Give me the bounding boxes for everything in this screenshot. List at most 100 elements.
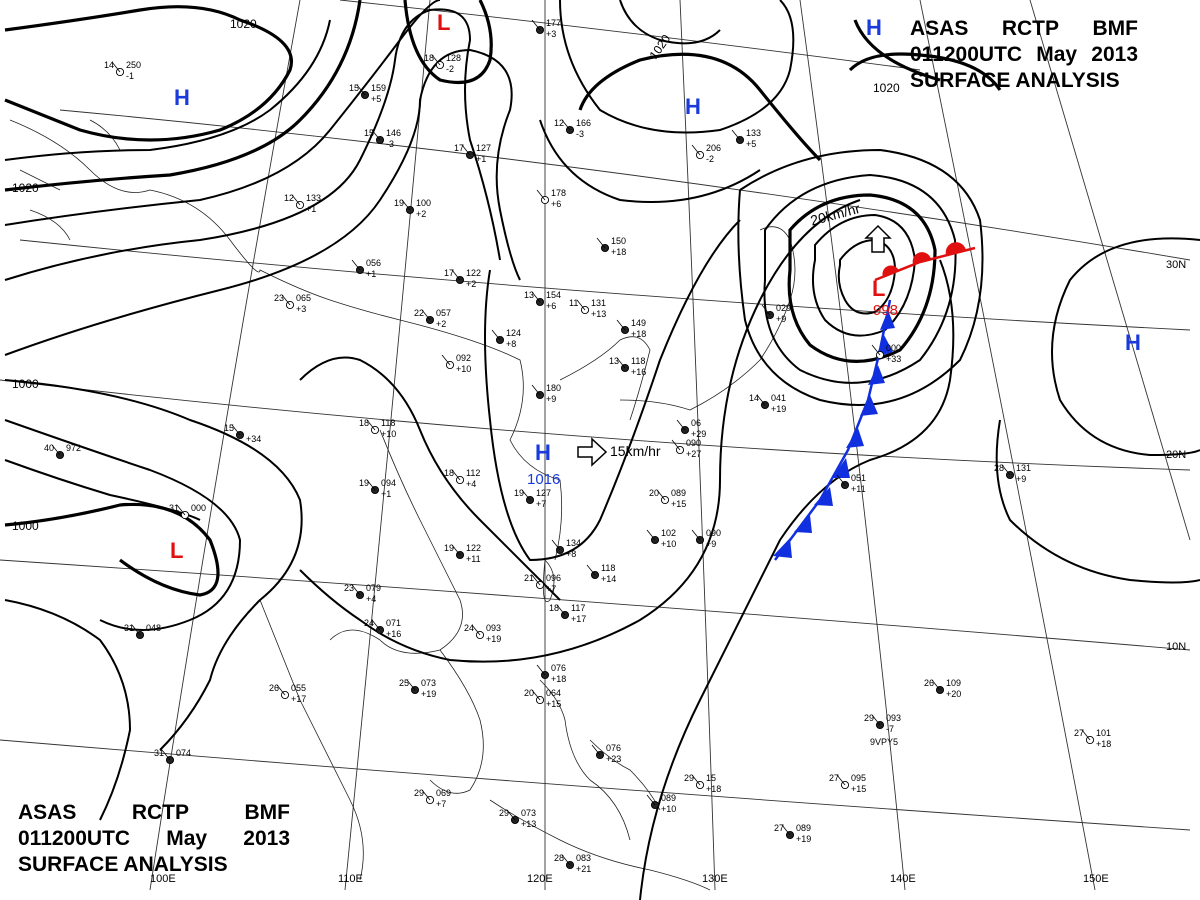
station-pressure: 095 xyxy=(851,773,866,783)
wind-barb-icon xyxy=(836,774,846,786)
wind-barb-icon xyxy=(401,199,411,211)
title-agency: ASAS xyxy=(18,801,77,824)
station-plot: 26 055+17 xyxy=(269,683,306,704)
station-plot: 14 041+19 xyxy=(749,393,786,414)
station-pressure: 118 xyxy=(601,563,615,573)
wind-barb-icon xyxy=(646,529,656,541)
station-pressure: 074 xyxy=(176,748,191,758)
station-plot: 12 133+1 xyxy=(284,193,321,214)
wind-barb-icon xyxy=(421,789,431,801)
station-pressure-tendency: -1 xyxy=(126,71,134,81)
wind-barb-icon xyxy=(561,119,571,131)
station-pressure-tendency: +1 xyxy=(366,269,376,279)
station-temperature: 15 xyxy=(349,83,359,93)
wind-barb-icon xyxy=(676,419,686,431)
station-pressure: 076 xyxy=(606,743,621,753)
station-plot: 14 250-1 xyxy=(104,60,141,81)
station-pressure-tendency: +7 xyxy=(546,584,556,594)
station-plot: 27 095+15 xyxy=(829,773,866,794)
station-pressure: 089 xyxy=(671,488,686,498)
station-pressure: 083 xyxy=(576,853,591,863)
wind-barb-icon xyxy=(491,329,501,341)
station-pressure-tendency: +18 xyxy=(706,784,721,794)
station-pressure-tendency: +8 xyxy=(506,339,516,349)
wind-barb-icon xyxy=(521,489,531,501)
station-plot: 15 +34 xyxy=(224,423,261,444)
isobar-label: 1020 xyxy=(230,17,257,31)
warm-front xyxy=(874,242,976,282)
station-pressure-tendency: +1 xyxy=(306,204,316,214)
station-plot: 177+3 xyxy=(531,18,561,39)
station-pressure: 177 xyxy=(546,18,561,28)
station-pressure-tendency: +19 xyxy=(486,634,501,644)
station-plot: 090+9 xyxy=(691,528,721,549)
wind-barb-icon xyxy=(646,794,656,806)
wind-barb-icon xyxy=(291,194,301,206)
station-pressure-tendency: +13 xyxy=(521,819,536,829)
station-plot: 15 146-3 xyxy=(364,128,401,149)
wind-barb-icon xyxy=(691,144,701,156)
station-temperature: 31 xyxy=(169,503,179,513)
station-temperature: 13 xyxy=(524,290,534,300)
longitude-label: 140E xyxy=(890,873,916,885)
station-plot: 206-2 xyxy=(691,143,721,164)
station-plot: 29 15+18 xyxy=(684,773,721,794)
station-plot: 18 112+4 xyxy=(444,468,480,489)
station-temperature: 29 xyxy=(684,773,694,783)
station-pressure-tendency: +16 xyxy=(386,629,401,639)
wind-barb-icon xyxy=(616,319,626,331)
station-pressure: 122 xyxy=(466,543,481,553)
latitude-label: 20N xyxy=(1166,449,1186,461)
station-plot: 25 073+19 xyxy=(399,678,436,699)
station-pressure: 127 xyxy=(536,488,551,498)
station-plot: 19 100+2 xyxy=(394,198,431,219)
station-pressure: 092 xyxy=(456,353,471,363)
station-plot: 149+18 xyxy=(616,318,646,339)
station-temperature: 19 xyxy=(394,198,404,208)
station-temperature: 28 xyxy=(554,853,564,863)
wind-barb-icon xyxy=(351,584,361,596)
wind-barb-icon xyxy=(1001,464,1011,476)
station-plot: 18 128-2 xyxy=(424,53,461,74)
station-pressure-tendency: +10 xyxy=(661,539,676,549)
coastlines xyxy=(9,119,796,891)
station-plot: 17 127+1 xyxy=(454,143,491,164)
station-plot: 31 000 xyxy=(169,503,206,520)
wind-barb-icon xyxy=(366,479,376,491)
station-temperature: 15 xyxy=(364,128,374,138)
station-plot: 118+14 xyxy=(586,563,616,584)
station-pressure-tendency: +7 xyxy=(536,499,546,509)
station-pressure-tendency: -7 xyxy=(886,724,894,734)
station-pressure: 073 xyxy=(521,808,536,818)
station-temperature: 25 xyxy=(399,678,409,688)
station-temperature: 21 xyxy=(524,573,534,583)
station-temperature: 20 xyxy=(649,488,659,498)
station-plot: 40 972 xyxy=(44,443,81,460)
wind-barb-icon xyxy=(451,269,461,281)
wind-barb-icon xyxy=(471,624,481,636)
station-pressure: 100 xyxy=(416,198,431,208)
station-pressure: 101 xyxy=(1096,728,1111,738)
station-pressure-tendency: +34 xyxy=(246,434,261,444)
wind-barb-icon xyxy=(371,129,381,141)
station-pressure-tendency: +3 xyxy=(296,304,306,314)
high-pressure-value: 1016 xyxy=(527,471,560,488)
station-temperature: 13 xyxy=(609,356,619,366)
station-pressure-tendency: +9 xyxy=(546,394,556,404)
low-pressure-marker: L xyxy=(170,538,183,563)
wind-barb-icon xyxy=(731,129,741,141)
station-pressure: 06 xyxy=(691,418,701,428)
wind-barb-icon xyxy=(871,344,881,356)
station-temperature: 24 xyxy=(364,618,374,628)
station-plot: 180+9 xyxy=(531,383,561,404)
station-pressure-tendency: +20 xyxy=(946,689,961,699)
station-plot: 18 118+10 xyxy=(359,418,396,439)
station-pressure: 109 xyxy=(946,678,961,688)
station-pressure-tendency: +17 xyxy=(291,694,306,704)
wind-barb-icon xyxy=(531,689,541,701)
station-temperature: 31 xyxy=(124,623,134,633)
station-pressure: 094 xyxy=(381,478,396,488)
station-pressure-tendency: +16 xyxy=(631,367,646,377)
wind-barb-icon xyxy=(536,189,546,201)
